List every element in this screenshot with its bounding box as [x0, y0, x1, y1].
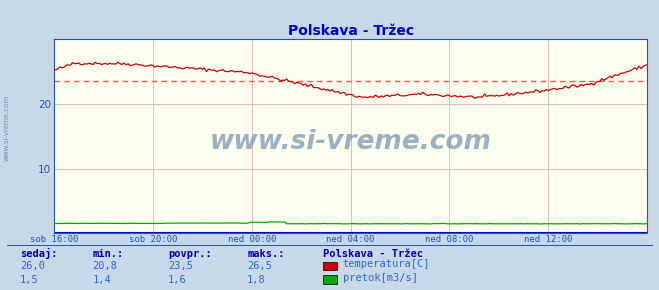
Text: 20,8: 20,8: [92, 261, 117, 271]
Text: min.:: min.:: [92, 249, 123, 259]
Text: sedaj:: sedaj:: [20, 248, 57, 259]
Text: 1,6: 1,6: [168, 275, 186, 285]
Text: temperatura[C]: temperatura[C]: [343, 259, 430, 269]
Text: maks.:: maks.:: [247, 249, 285, 259]
Text: 26,5: 26,5: [247, 261, 272, 271]
Text: 23,5: 23,5: [168, 261, 193, 271]
Text: www.si-vreme.com: www.si-vreme.com: [210, 129, 492, 155]
Title: Polskava - Tržec: Polskava - Tržec: [287, 24, 414, 38]
Text: 26,0: 26,0: [20, 261, 45, 271]
Text: www.si-vreme.com: www.si-vreme.com: [3, 95, 10, 161]
Text: 1,5: 1,5: [20, 275, 38, 285]
Text: 1,4: 1,4: [92, 275, 111, 285]
Text: povpr.:: povpr.:: [168, 249, 212, 259]
Text: pretok[m3/s]: pretok[m3/s]: [343, 273, 418, 283]
Text: Polskava - Tržec: Polskava - Tržec: [323, 249, 423, 259]
Text: 1,8: 1,8: [247, 275, 266, 285]
